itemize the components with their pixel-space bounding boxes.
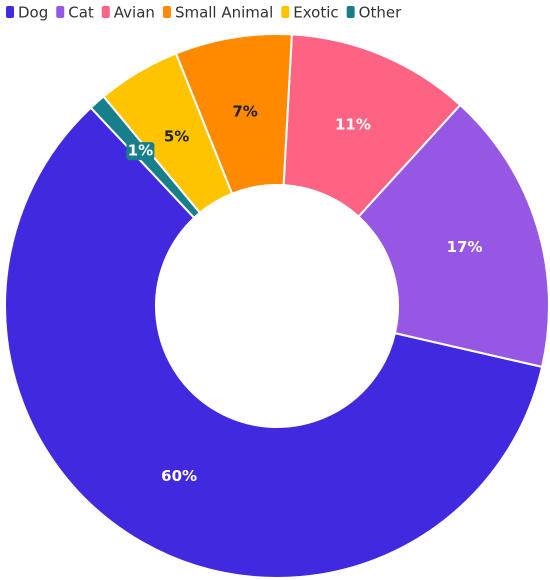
slice-label: 1% xyxy=(128,142,153,160)
slice xyxy=(357,103,550,369)
legend-label: Cat xyxy=(68,4,94,22)
legend-swatch xyxy=(162,6,171,18)
legend-swatch xyxy=(56,6,65,18)
legend-label: Dog xyxy=(18,4,48,22)
slice-label: 7% xyxy=(232,103,257,121)
legend-swatch xyxy=(6,6,14,18)
slice xyxy=(4,106,544,579)
slice-label: 17% xyxy=(447,238,483,256)
slice-label: 11% xyxy=(335,115,371,133)
legend-label: Small Animal xyxy=(175,4,273,22)
legend-label: Other xyxy=(359,4,402,22)
legend-label: Exotic xyxy=(293,4,338,22)
legend-swatch xyxy=(346,6,355,18)
legend-swatch xyxy=(281,6,290,18)
slice-label: 5% xyxy=(164,128,189,146)
slice-label: 60% xyxy=(161,467,197,485)
legend-label: Avian xyxy=(114,4,155,22)
label-bg xyxy=(126,142,155,161)
legend-swatch xyxy=(101,6,110,18)
